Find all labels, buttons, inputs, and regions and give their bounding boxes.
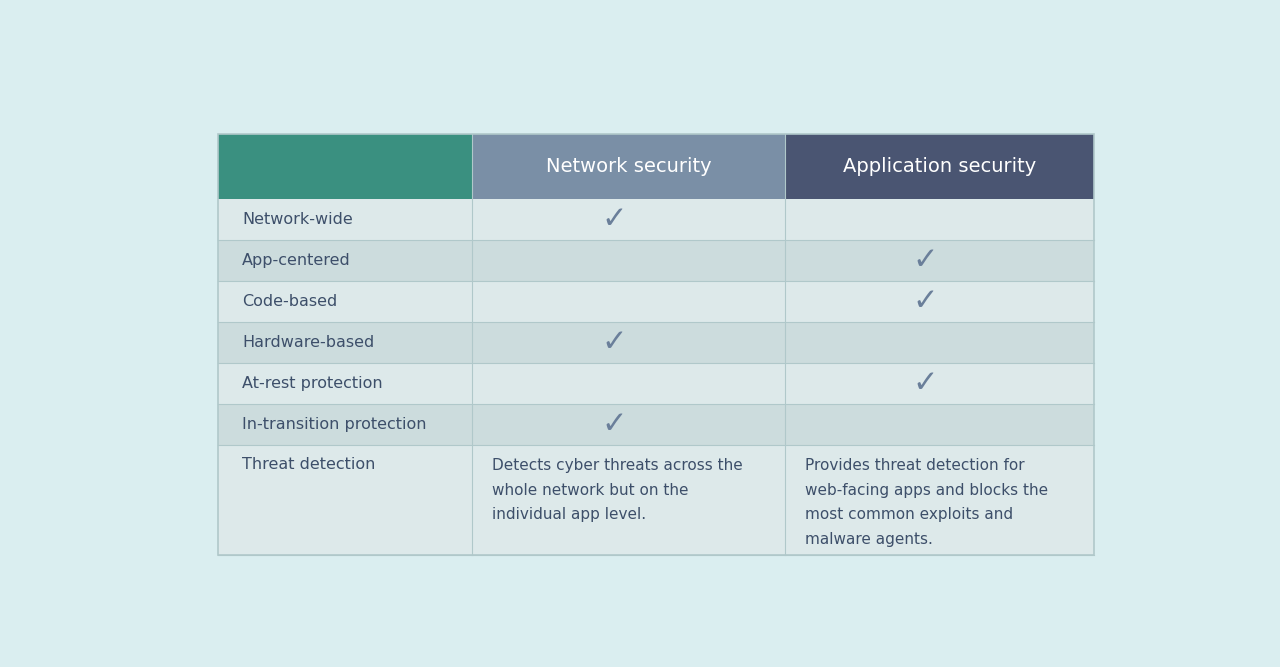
Bar (785, 404, 1094, 445)
Text: Application security: Application security (844, 157, 1037, 176)
Bar (218, 240, 472, 281)
Bar (785, 199, 1094, 240)
Text: ✓: ✓ (913, 369, 937, 398)
Text: Threat detection: Threat detection (242, 457, 376, 472)
Bar (472, 322, 785, 363)
Bar (218, 134, 1094, 555)
Bar (218, 322, 472, 363)
Text: Network-wide: Network-wide (242, 212, 353, 227)
Bar (472, 404, 785, 445)
Text: ✓: ✓ (602, 410, 627, 439)
Text: Network security: Network security (545, 157, 712, 176)
Bar (472, 134, 785, 199)
Text: Hardware-based: Hardware-based (242, 335, 375, 350)
Bar (785, 134, 1094, 199)
Bar (472, 281, 785, 322)
Bar (785, 363, 1094, 404)
Bar (785, 281, 1094, 322)
Bar (785, 322, 1094, 363)
Bar (218, 199, 472, 240)
Bar (218, 404, 472, 445)
Text: At-rest protection: At-rest protection (242, 376, 383, 391)
Text: App-centered: App-centered (242, 253, 351, 268)
Text: ✓: ✓ (913, 287, 937, 316)
Bar (218, 445, 472, 555)
Text: Detects cyber threats across the
whole network but on the
individual app level.: Detects cyber threats across the whole n… (493, 458, 744, 522)
Text: ✓: ✓ (602, 328, 627, 357)
Text: Code-based: Code-based (242, 294, 338, 309)
Text: ✓: ✓ (602, 205, 627, 234)
Bar (472, 363, 785, 404)
Bar (472, 199, 785, 240)
Bar (472, 445, 785, 555)
Text: In-transition protection: In-transition protection (242, 417, 426, 432)
Bar (785, 240, 1094, 281)
Bar (785, 445, 1094, 555)
Text: Provides threat detection for
web-facing apps and blocks the
most common exploit: Provides threat detection for web-facing… (805, 458, 1048, 547)
Bar (472, 240, 785, 281)
Bar (218, 134, 472, 199)
Bar (218, 363, 472, 404)
Bar (218, 281, 472, 322)
Text: ✓: ✓ (913, 246, 937, 275)
